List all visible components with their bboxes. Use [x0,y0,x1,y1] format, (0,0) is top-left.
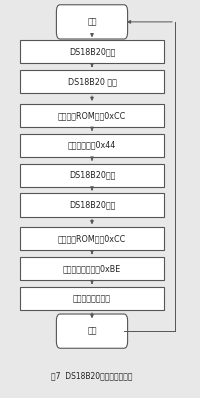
FancyBboxPatch shape [20,257,164,280]
FancyBboxPatch shape [56,5,128,39]
FancyBboxPatch shape [20,227,164,250]
Text: 写入读存储器命令0xBE: 写入读存储器命令0xBE [63,264,121,273]
Text: 结束: 结束 [87,327,97,336]
Text: 图7  DS18B20软件实现流程图: 图7 DS18B20软件实现流程图 [51,372,133,380]
FancyBboxPatch shape [20,104,164,127]
FancyBboxPatch shape [20,193,164,217]
Text: 开始: 开始 [87,18,97,26]
FancyBboxPatch shape [20,70,164,93]
FancyBboxPatch shape [20,164,164,187]
Text: 写入跳过ROM命令0xCC: 写入跳过ROM命令0xCC [58,111,126,120]
FancyBboxPatch shape [56,314,128,348]
Text: 读取转换的温度值: 读取转换的温度值 [73,294,111,303]
Text: DS18B20复位: DS18B20复位 [69,171,115,179]
FancyBboxPatch shape [20,287,164,310]
Text: 写入跳过ROM命令0xCC: 写入跳过ROM命令0xCC [58,234,126,243]
Text: 写入转换命令0x44: 写入转换命令0x44 [68,141,116,150]
Text: DS18B20复位: DS18B20复位 [69,47,115,56]
FancyBboxPatch shape [20,134,164,157]
FancyBboxPatch shape [20,40,164,63]
Text: DS18B20应答: DS18B20应答 [69,201,115,209]
Text: DS18B20 应答: DS18B20 应答 [68,77,116,86]
